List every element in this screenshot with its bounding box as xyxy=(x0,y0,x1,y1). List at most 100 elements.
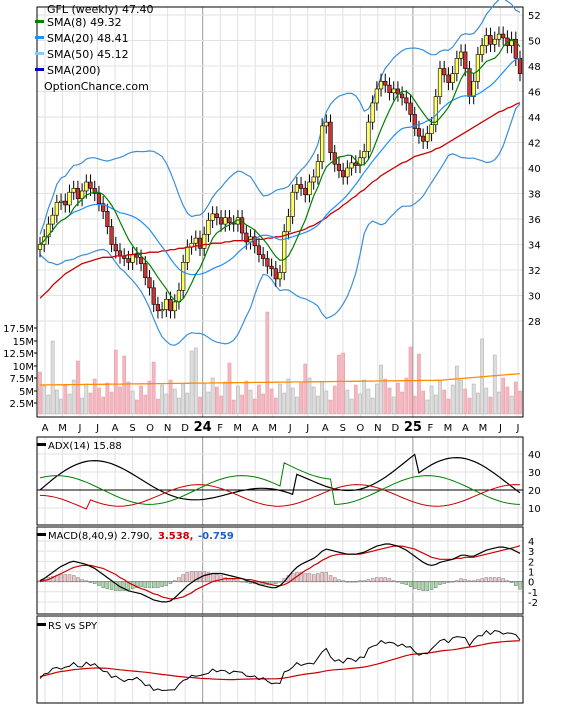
price-tick-label: 32 xyxy=(528,266,541,277)
x-tick-label: M xyxy=(444,423,453,434)
candle-body xyxy=(143,263,148,278)
volume-bar xyxy=(282,392,287,415)
candle-body xyxy=(349,162,354,169)
macd-histogram-bar xyxy=(446,581,451,583)
macd-histogram-bar xyxy=(324,572,329,582)
candle-body xyxy=(400,93,405,99)
volume-bar xyxy=(214,386,219,415)
macd-tick-label: 1 xyxy=(528,567,534,578)
macd-histogram-bar xyxy=(480,578,484,582)
volume-bar xyxy=(273,397,278,415)
volume-bar xyxy=(307,377,312,415)
x-tick-label: S xyxy=(129,423,135,434)
volume-tick-label: 5M xyxy=(19,387,34,398)
candle-body xyxy=(273,268,278,280)
candle-body xyxy=(501,33,506,39)
macd-histogram-bar xyxy=(126,581,131,590)
macd-histogram-bar xyxy=(387,578,392,582)
macd-histogram-bar xyxy=(450,581,455,583)
candle-body xyxy=(307,181,312,196)
volume-bar xyxy=(294,396,299,415)
volume-bar xyxy=(337,354,341,415)
macd-histogram-bar xyxy=(459,578,463,582)
macd-histogram-bar xyxy=(493,577,497,582)
macd-histogram-bar xyxy=(333,577,337,582)
candle-body xyxy=(176,290,182,303)
volume-bar xyxy=(244,380,249,415)
volume-bar xyxy=(257,384,261,415)
volume-bars xyxy=(38,311,522,415)
macd-histogram-bar xyxy=(240,581,244,583)
macd-histogram-bar xyxy=(160,581,164,587)
volume-bar xyxy=(67,393,72,415)
macd-histogram-bar xyxy=(122,581,126,591)
volume-bar xyxy=(488,396,493,415)
candle-body xyxy=(446,74,451,83)
candle-body xyxy=(475,54,480,82)
candle-body xyxy=(168,299,173,312)
price-tick-label: 42 xyxy=(528,139,541,150)
volume-bar xyxy=(160,384,164,415)
candle-body xyxy=(185,246,190,263)
x-tick-label: O xyxy=(356,423,364,434)
adx-legend: ADX(14) 15.88 xyxy=(37,441,122,452)
candle-body xyxy=(218,217,224,225)
candle-body xyxy=(197,237,203,249)
macd-histogram-bar xyxy=(303,573,307,582)
candle-body xyxy=(366,121,371,152)
candle-body xyxy=(113,244,118,252)
moving-averages xyxy=(39,39,521,303)
volume-bar xyxy=(147,380,152,415)
sma8-label: SMA(8) 49.32 xyxy=(47,16,122,29)
adx-tick-label: 10 xyxy=(528,504,541,515)
volume-bar xyxy=(151,361,156,415)
candle-body xyxy=(374,88,379,104)
candle-body xyxy=(54,202,59,216)
macd-histogram-bar xyxy=(177,577,181,582)
macd-line xyxy=(39,543,521,603)
macd-histogram-bar xyxy=(93,581,97,584)
volume-bar xyxy=(76,360,80,415)
rs-legend: RS vs SPY xyxy=(37,621,98,632)
volume-bar xyxy=(286,378,291,415)
candle-body xyxy=(58,200,64,203)
macd-signal-value: 3.538, xyxy=(158,531,193,542)
macd-histogram-bar xyxy=(194,571,198,582)
candle-body xyxy=(320,125,325,162)
candle-body xyxy=(138,256,144,264)
sma20-label: SMA(20) 48.41 xyxy=(47,32,129,45)
macd-swatch xyxy=(37,533,46,536)
volume-bar xyxy=(278,383,282,415)
candle-body xyxy=(88,181,93,189)
volume-bar xyxy=(370,397,375,415)
candle-body xyxy=(126,258,131,263)
candle-body xyxy=(496,33,502,40)
x-tick-label: A xyxy=(42,423,49,434)
candle-body xyxy=(240,217,245,234)
candle-body xyxy=(303,188,308,196)
volume-bar xyxy=(476,392,480,415)
volume-bar xyxy=(193,347,198,415)
sma20-line xyxy=(39,57,521,276)
macd-histogram-bar xyxy=(307,573,312,582)
volume-bar xyxy=(446,398,451,415)
volume-bar xyxy=(92,378,97,415)
macd-panel-frame xyxy=(36,526,524,615)
volume-bar xyxy=(509,395,514,415)
candle-body xyxy=(282,231,287,273)
price-candles xyxy=(37,26,523,319)
macd-histogram-bar xyxy=(156,581,160,588)
volume-bar xyxy=(143,394,148,415)
bollinger-lower xyxy=(39,103,521,346)
volume-bar xyxy=(311,386,316,415)
macd-histogram-bar xyxy=(400,581,404,584)
candle-body xyxy=(328,121,333,153)
macd-histogram-bar xyxy=(76,577,80,582)
macd-histogram-bar xyxy=(97,581,101,586)
macd-histogram-bar xyxy=(366,579,371,582)
candle-body xyxy=(412,114,417,129)
candle-body xyxy=(151,287,156,305)
macd-histogram-bar xyxy=(370,578,375,582)
volume-bar xyxy=(484,387,489,415)
macd-histogram-bar xyxy=(434,581,438,588)
